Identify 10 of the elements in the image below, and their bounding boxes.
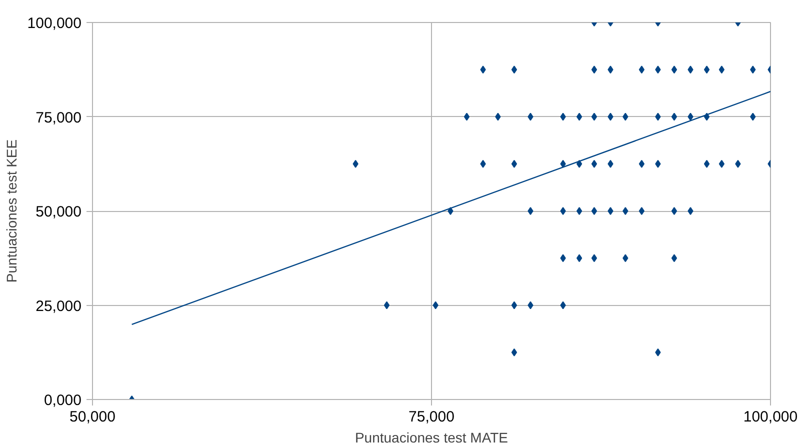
x-tick-label: 75,000 <box>408 408 454 426</box>
x-tick-label: 50,000 <box>70 408 116 426</box>
y-tick-label: 100,000 <box>27 15 82 32</box>
y-tick-label: 75,000 <box>36 109 82 126</box>
x-tick-label: 100,000 <box>743 408 798 426</box>
x-axis-title: Puntuaciones test MATE <box>354 430 508 446</box>
y-tick-label: 50,000 <box>36 204 82 220</box>
y-tick-label: 0,000 <box>44 392 82 409</box>
y-tick-label: 25,000 <box>36 298 82 315</box>
y-axis-title: Puntuaciones test KEE <box>3 139 20 283</box>
